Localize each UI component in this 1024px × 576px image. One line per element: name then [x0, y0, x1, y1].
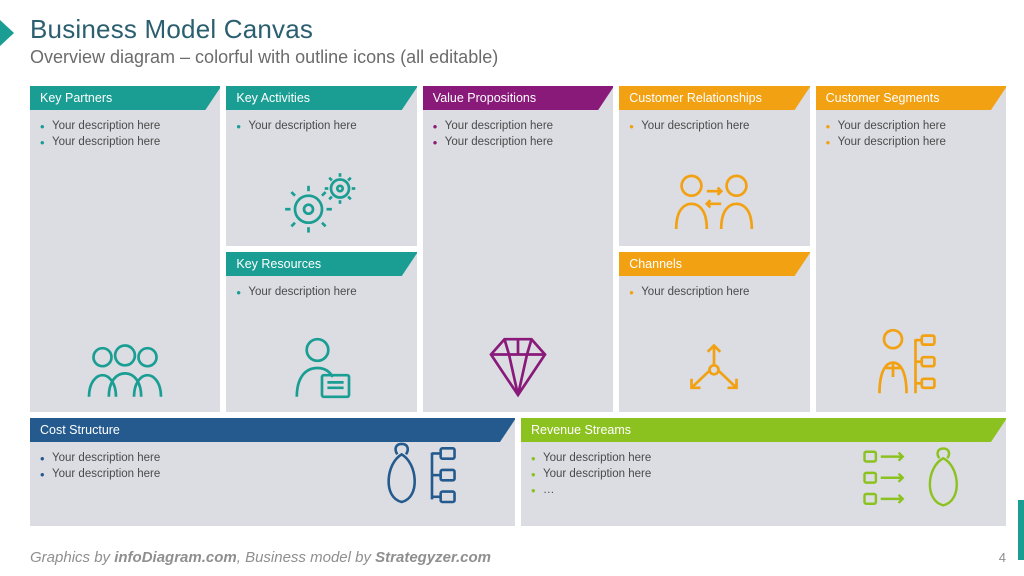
block-key-activities: Key Activities Your description here	[226, 86, 416, 246]
person-doc-icon	[226, 314, 416, 404]
block-customer-segments: Customer Segments Your description hereY…	[816, 86, 1006, 412]
block-header: Channels	[619, 252, 809, 276]
bmc-canvas: Key Partners Your description hereYour d…	[30, 86, 1006, 526]
block-header: Value Propositions	[423, 86, 613, 110]
bullet-item: Your description here	[248, 118, 410, 134]
bullet-item: Your description here	[445, 118, 607, 134]
bullet-list: Your description here	[226, 110, 416, 138]
bullet-item: Your description here	[838, 118, 1000, 134]
bullet-list: Your description here	[619, 110, 809, 138]
header: Business Model Canvas Overview diagram –…	[0, 0, 1024, 76]
block-revenue-streams: Revenue Streams Your description hereYou…	[521, 418, 1006, 526]
page-number: 4	[999, 550, 1006, 565]
block-value-propositions: Value Propositions Your description here…	[423, 86, 613, 412]
diamond-icon	[423, 314, 613, 404]
page-subtitle: Overview diagram – colorful with outline…	[30, 47, 994, 68]
block-key-partners: Key Partners Your description hereYour d…	[30, 86, 220, 412]
bullet-list: Your description hereYour description he…	[816, 110, 1006, 154]
block-header: Customer Segments	[816, 86, 1006, 110]
bullet-list: Your description hereYour description he…	[423, 110, 613, 154]
accent-bar-right	[1018, 500, 1024, 560]
arrows-spread-icon	[619, 314, 809, 404]
block-header: Key Resources	[226, 252, 416, 276]
block-key-resources: Key Resources Your description here	[226, 252, 416, 412]
block-channels: Channels Your description here	[619, 252, 809, 412]
gears-icon	[226, 148, 416, 238]
block-cost-structure: Cost Structure Your description hereYour…	[30, 418, 515, 526]
block-customer-relationships: Customer Relationships Your description …	[619, 86, 809, 246]
exchange-people-icon	[619, 148, 809, 238]
bullet-list: Your description here	[619, 276, 809, 304]
bullet-item: Your description here	[838, 134, 1000, 150]
bullet-item: Your description here	[52, 118, 214, 134]
bullet-item: Your description here	[641, 284, 803, 300]
moneybag-breakdown-icon	[367, 437, 497, 520]
bullet-item: Your description here	[52, 134, 214, 150]
bullet-item: Your description here	[248, 284, 410, 300]
bullet-list: Your description here	[226, 276, 416, 304]
footer-credit: Graphics by infoDiagram.com, Business mo…	[30, 549, 491, 566]
person-segments-icon	[816, 314, 1006, 404]
bullet-item: Your description here	[445, 134, 607, 150]
footer: Graphics by infoDiagram.com, Business mo…	[30, 549, 1006, 566]
bullet-item: Your description here	[641, 118, 803, 134]
block-header: Key Partners	[30, 86, 220, 110]
block-header: Key Activities	[226, 86, 416, 110]
page-title: Business Model Canvas	[30, 14, 994, 45]
streams-to-bag-icon	[858, 442, 988, 520]
bullet-list: Your description hereYour description he…	[30, 110, 220, 154]
people-icon	[30, 314, 220, 404]
block-header: Revenue Streams	[521, 418, 1006, 442]
block-header: Customer Relationships	[619, 86, 809, 110]
